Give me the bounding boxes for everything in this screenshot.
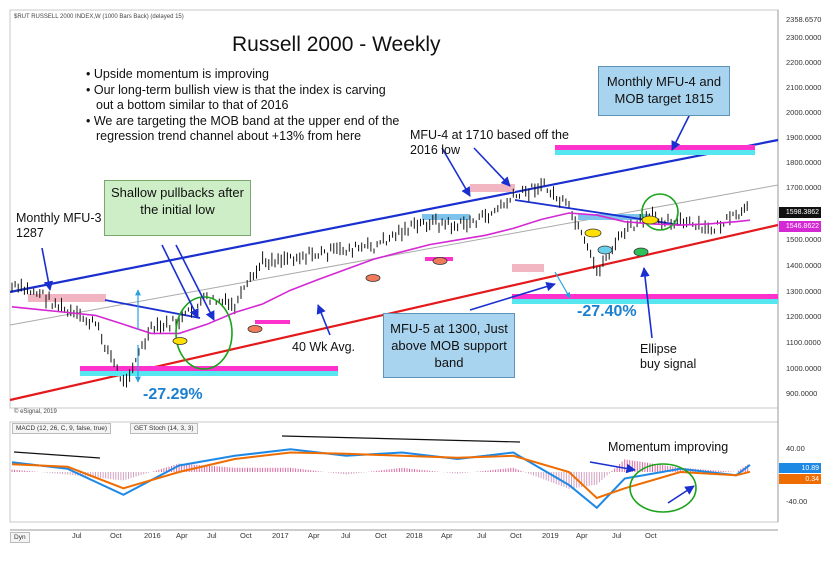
y-label-1800: 1800.0000 — [786, 158, 822, 167]
signal-dot-5 — [365, 274, 381, 282]
signal-dot-4 — [597, 245, 613, 255]
note-mfu5: MFU-5 at 1300, Just above MOB support ba… — [383, 313, 515, 378]
y-label-2100: 2100.0000 — [786, 83, 822, 92]
macd-label-40: 40.00 — [786, 444, 805, 453]
price-tag-box — [779, 207, 821, 218]
y-label-1400: 1400.0000 — [786, 261, 822, 270]
y-label-1100: 1100.0000 — [786, 338, 821, 347]
stoch-tab[interactable]: GET Stoch (14, 3, 3) — [130, 423, 198, 434]
mob-band-2019 — [512, 294, 778, 304]
label-ellipse: Ellipse buy signal — [640, 342, 697, 371]
macd-tag: 10.89 — [801, 465, 819, 472]
mfu-band-2018-low — [512, 264, 544, 272]
credit: © eSignal, 2019 — [14, 409, 57, 415]
upper-channel-line — [9, 138, 779, 294]
x-label: Oct — [240, 531, 252, 540]
macd-divergence-1 — [13, 451, 101, 459]
bullet-2: • Our long-term bullish view is that the… — [86, 82, 386, 113]
x-label: Jul — [72, 531, 82, 540]
note-mfu4-target: Monthly MFU-4 and MOB target 1815 — [598, 66, 730, 116]
mfu-band-2016-sup — [255, 320, 290, 324]
mfu-band-2018-mid — [422, 214, 470, 220]
signal-dot-7 — [247, 325, 263, 333]
price-tag: 1598.3862 — [785, 209, 819, 216]
bullet-1: • Upside momentum is improving — [86, 67, 269, 81]
x-label: Oct — [645, 531, 657, 540]
avg40-line — [11, 212, 751, 335]
y-label-1900: 1900.0000 — [786, 133, 822, 142]
symbol-line: $RUT RUSSELL 2000 INDEX,W (1000 Bars Bac… — [14, 14, 184, 20]
x-label: Oct — [510, 531, 522, 540]
macd-tag-box — [779, 463, 821, 473]
x-label: 2016 — [144, 531, 161, 540]
signal-dot-3 — [633, 247, 649, 257]
bullet-list: • Upside momentum is improving • Our lon… — [86, 67, 406, 145]
x-label: 2017 — [272, 531, 289, 540]
pct-drawdown-2016: -27.29% — [143, 386, 203, 403]
mfu-band-2019 — [578, 214, 650, 220]
macd-label-neg40: -40.00 — [786, 497, 808, 506]
macd-divergence-2 — [281, 435, 521, 443]
x-label: Jul — [341, 531, 351, 540]
signal-dot-2 — [641, 215, 659, 225]
drawdown-arrows — [135, 271, 571, 383]
mob-band-target — [555, 145, 755, 155]
y-label-1200: 1200.0000 — [786, 312, 822, 321]
note-shallow-pullbacks: Shallow pullbacks after the initial low — [104, 180, 251, 236]
trendline-2015 — [104, 299, 201, 319]
ellipse-2019 — [641, 193, 679, 231]
mob-band-2016 — [80, 366, 338, 376]
avg-tag-box — [779, 221, 821, 232]
pct-drawdown-2018: -27.40% — [577, 303, 637, 320]
y-label-top: 2358.6570 — [786, 15, 822, 24]
y-label-1300: 1300.0000 — [786, 287, 822, 296]
dyn-button[interactable]: Dyn — [10, 532, 30, 543]
x-label: 2019 — [542, 531, 559, 540]
y-label-1000: 1000.0000 — [786, 364, 822, 373]
y-label-2000: 2000.0000 — [786, 108, 822, 117]
macd-line — [11, 448, 751, 510]
x-label: 2018 — [406, 531, 423, 540]
mfu-band-2018-top — [470, 184, 515, 192]
signal-line — [11, 451, 751, 500]
signal-dot-8 — [172, 337, 188, 345]
x-label: Apr — [176, 531, 188, 540]
signal-dot-1 — [584, 228, 602, 238]
label-avg40: 40 Wk Avg. — [292, 340, 355, 354]
bullet-3: • We are targeting the MOB band at the u… — [86, 113, 400, 144]
y-label-1500: 1500.0000 — [786, 235, 822, 244]
signal-tag: 0.34 — [805, 476, 819, 483]
x-label: Apr — [441, 531, 453, 540]
x-label: Jul — [477, 531, 487, 540]
mfu-band-2015 — [28, 294, 106, 302]
label-momentum: Momentum improving — [608, 440, 729, 454]
y-label-1700: 1700.0000 — [786, 183, 822, 192]
x-label: Apr — [308, 531, 320, 540]
avg-tag: 1546.8622 — [785, 223, 819, 230]
y-label-900: 900.0000 — [786, 389, 818, 398]
x-label: Jul — [612, 531, 622, 540]
label-mfu4-2016: MFU-4 at 1710 based off the 2016 low — [410, 128, 569, 157]
ellipse-momentum — [629, 463, 697, 513]
y-label-2200: 2200.0000 — [786, 58, 822, 67]
ellipse-2016 — [175, 296, 233, 370]
y-label-2300: 2300.0000 — [786, 33, 822, 42]
annotation-arrows — [41, 109, 695, 504]
x-label: Oct — [375, 531, 387, 540]
x-label: Jul — [207, 531, 217, 540]
macd-tab[interactable]: MACD (12, 26, C, 9, false, true) — [12, 423, 112, 434]
signal-tag-box — [779, 474, 821, 484]
x-label: Apr — [576, 531, 588, 540]
label-mfu3: Monthly MFU-3 1287 — [16, 211, 102, 240]
chart-title: Russell 2000 - Weekly — [232, 33, 441, 56]
signal-dot-6 — [432, 257, 448, 265]
x-label: Oct — [110, 531, 122, 540]
